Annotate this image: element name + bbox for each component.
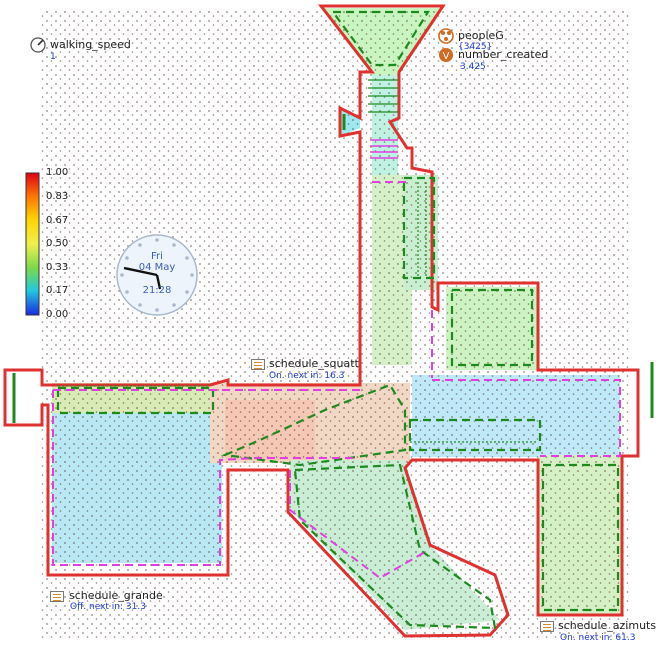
clock-date: 04 May <box>138 262 176 273</box>
legend-tick: 0.33 <box>46 262 69 273</box>
clock-icon <box>116 234 198 316</box>
schedule-icon <box>251 359 265 370</box>
schedule-squatt-status: On. next in: 16.3 <box>269 371 345 381</box>
legend-tick: 0.67 <box>46 215 69 226</box>
legend-tick: 1.00 <box>46 167 69 178</box>
legend-tick: 0.83 <box>46 191 69 202</box>
queue-racks <box>58 79 538 443</box>
schedule-grande-status: Off. next in: 31.3 <box>70 602 146 612</box>
schedule-azimuts-label[interactable]: schedule_azimuts <box>558 619 657 632</box>
walls <box>3 4 640 638</box>
area-outlines <box>56 10 620 630</box>
population-icon <box>438 28 454 44</box>
pedestrian-density-dots <box>40 10 630 640</box>
legend-tick: 0.00 <box>46 309 69 320</box>
variable-icon: V <box>439 48 453 62</box>
number-created-label[interactable]: number_created <box>458 48 549 61</box>
walking-speed-label[interactable]: walking_speed <box>50 38 131 51</box>
peoplegroup-label[interactable]: peopleG <box>458 29 504 42</box>
legend-tick: 0.17 <box>46 285 69 296</box>
svg-text:V: V <box>443 51 450 62</box>
schedule-icon <box>540 621 554 632</box>
walking-speed-value: 1 <box>50 52 56 62</box>
density-legend-bar <box>25 172 40 316</box>
clock-day: Fri <box>151 251 163 262</box>
schedule-azimuts-status: On. next in: 61.3 <box>560 633 636 643</box>
legend-tick: 0.50 <box>46 238 69 249</box>
schedule-squatt-label[interactable]: schedule_squatt <box>269 357 359 370</box>
schedule-grande-label[interactable]: schedule_grande <box>69 589 163 602</box>
stairs-pink <box>370 139 398 159</box>
schedule-icon <box>50 591 64 602</box>
clock-time: 21:28 <box>142 285 172 296</box>
walking-speed-icon <box>30 37 46 53</box>
peoplegroup-value: {3425} <box>458 42 493 52</box>
zone-outlines <box>52 181 621 580</box>
number-created-value: 3.425 <box>460 62 486 72</box>
